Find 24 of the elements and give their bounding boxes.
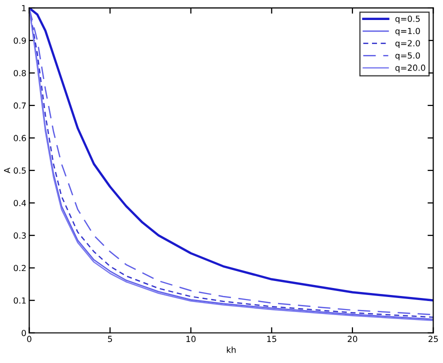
legend-label: q=2.0 (395, 40, 420, 48)
x-tick-label: 0 (27, 336, 32, 342)
x-tick-label: 5 (108, 336, 112, 342)
y-tick-label: 0.9 (14, 37, 26, 44)
y-tick-label: 0.3 (14, 232, 26, 239)
y-axis-title: A (4, 168, 10, 174)
legend-label: q=20.0 (395, 64, 426, 72)
x-tick-label: 20 (348, 336, 358, 342)
legend-label: q=1.0 (395, 28, 420, 36)
y-tick-label: 0.1 (14, 297, 26, 304)
y-tick-label: 1 (22, 5, 26, 12)
x-tick-label: 15 (267, 336, 276, 342)
x-tick-label: 25 (428, 336, 438, 342)
legend-label: q=5.0 (395, 52, 420, 60)
y-tick-label: 0.7 (14, 102, 26, 109)
y-tick-label: 0.6 (14, 134, 26, 142)
x-tick-label: 10 (186, 336, 196, 342)
x-axis-title: kh (226, 346, 236, 353)
y-tick-label: 0.2 (14, 264, 26, 272)
y-tick-label: 0.4 (14, 200, 26, 206)
y-tick-label: 0.5 (14, 167, 26, 174)
legend-label: q=0.5 (395, 16, 420, 24)
y-tick-label: 0 (22, 330, 26, 336)
y-tick-label: 0.8 (14, 70, 26, 76)
